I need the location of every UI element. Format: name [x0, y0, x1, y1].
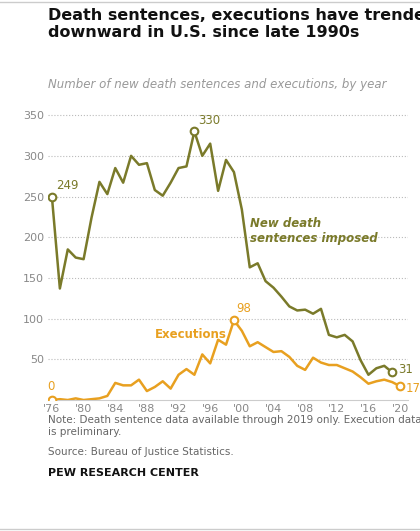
Text: Death sentences, executions have trended
downward in U.S. since late 1990s: Death sentences, executions have trended… — [48, 8, 420, 40]
Text: New death
sentences imposed: New death sentences imposed — [250, 217, 378, 245]
Text: PEW RESEARCH CENTER: PEW RESEARCH CENTER — [48, 468, 199, 478]
Text: Number of new death sentences and executions, by year: Number of new death sentences and execut… — [48, 78, 386, 91]
Text: 31: 31 — [398, 363, 412, 376]
Text: 330: 330 — [199, 114, 220, 127]
Text: Source: Bureau of Justice Statistics.: Source: Bureau of Justice Statistics. — [48, 447, 234, 457]
Text: Note: Death sentence data available through 2019 only. Execution data for 2020
i: Note: Death sentence data available thro… — [48, 415, 420, 438]
Text: 98: 98 — [237, 302, 252, 315]
Text: 249: 249 — [56, 179, 79, 192]
Text: 0: 0 — [47, 380, 54, 393]
Text: 17: 17 — [406, 382, 420, 396]
Text: Executions: Executions — [155, 328, 227, 341]
